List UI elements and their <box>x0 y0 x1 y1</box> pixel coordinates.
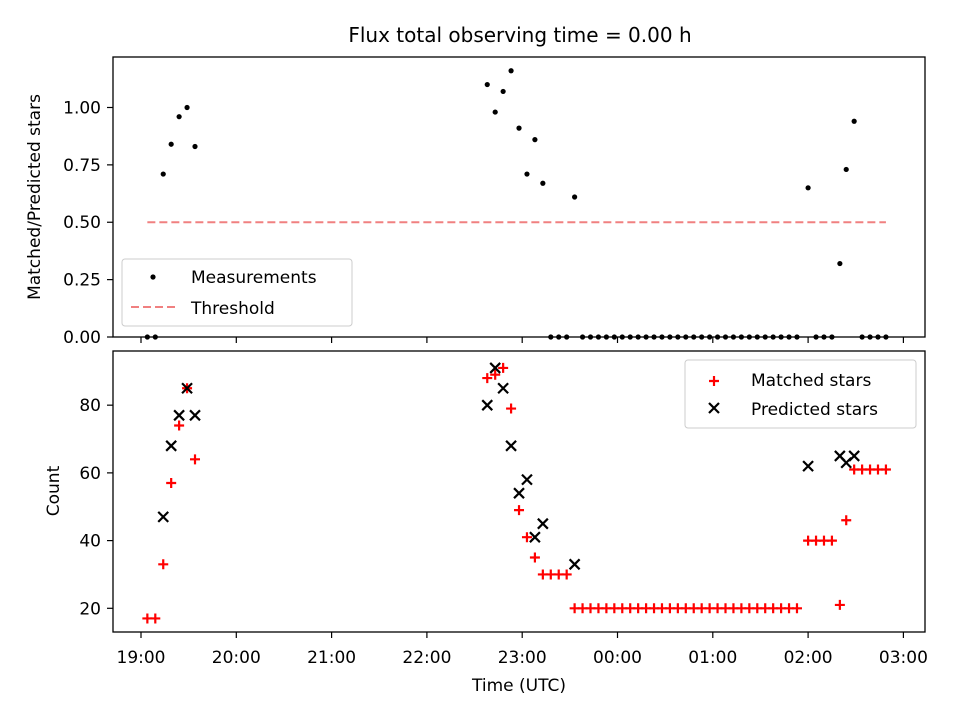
measurement-point <box>851 118 857 124</box>
top-y-tick-label: 0.75 <box>63 156 101 176</box>
predicted-star-point <box>481 399 494 411</box>
top-plot-marks <box>144 68 889 340</box>
predicted-star-point <box>529 531 541 543</box>
predicted-star-point <box>173 409 185 422</box>
measurement-point <box>492 109 498 115</box>
measurement-point <box>192 143 198 150</box>
predicted-star-point <box>497 382 509 395</box>
measurement-point <box>500 88 506 95</box>
matched-star-point <box>174 420 185 431</box>
predicted-star-point <box>181 382 193 395</box>
matched-star-point <box>482 373 493 384</box>
legend-marker-predicted <box>708 402 720 414</box>
matched-star-point <box>521 532 532 543</box>
measurement-point <box>168 141 174 147</box>
bottom-y-ticks: 20 40 60 80 <box>79 396 113 619</box>
bottom-y-tick-label: 60 <box>79 464 101 484</box>
predicted-star-point <box>189 409 201 422</box>
measurement-point <box>805 185 811 191</box>
matched-star-point <box>880 464 891 475</box>
bottom-legend: Matched stars Predicted stars <box>684 359 917 429</box>
predicted-star-point <box>568 558 581 571</box>
bottom-panel: Count Time (UTC) 20 40 60 80 19:00 20:00 21:0… <box>44 350 928 696</box>
matched-star-point <box>490 369 501 380</box>
predicted-star-point <box>802 460 814 472</box>
x-axis-label: Time (UTC) <box>471 676 566 696</box>
top-y-tick-label: 1.00 <box>63 98 101 118</box>
top-plot-frame <box>112 56 926 338</box>
measurement-point <box>160 171 166 177</box>
matched-star-point <box>514 505 525 516</box>
bottom-y-tick-label: 20 <box>79 599 101 619</box>
top-y-tick-label: 0.50 <box>63 213 101 233</box>
matched-star-point <box>150 613 161 624</box>
chart-title: Flux total observing time = 0.00 h <box>348 23 691 47</box>
matched-star-point <box>166 478 177 489</box>
measurement-point <box>516 125 522 131</box>
matched-star-point <box>498 362 509 373</box>
x-tick-label: 02:00 <box>784 648 833 668</box>
matched-star-point <box>190 454 201 465</box>
legend-marker-matched <box>709 376 719 386</box>
matched-star-point <box>841 515 852 526</box>
matched-star-point <box>791 603 802 614</box>
matched-star-point <box>561 569 572 580</box>
matched-star-point <box>506 403 517 414</box>
x-tick-label: 00:00 <box>593 648 642 668</box>
measurement-point <box>184 104 190 111</box>
top-legend: Measurements Threshold <box>121 258 353 327</box>
bottom-y-tick-label: 80 <box>79 396 101 416</box>
bottom-x-ticks: 19:00 20:00 21:00 22:00 23:00 00:00 01:00 02:00… <box>117 632 928 668</box>
matched-star-point <box>826 535 837 546</box>
top-legend-box <box>121 258 353 327</box>
predicted-star-point <box>537 517 549 530</box>
matched-star-point <box>529 552 540 563</box>
predicted-star-point <box>521 473 533 486</box>
predicted-star-point <box>848 450 860 462</box>
legend-label-measurements: Measurements <box>191 268 317 288</box>
measurement-point <box>837 260 843 267</box>
bottom-y-tick-label: 40 <box>79 532 101 552</box>
x-tick-label: 22:00 <box>402 648 451 668</box>
top-panel: Flux total observing time = 0.00 h Match… <box>25 23 926 348</box>
x-tick-label: 19:00 <box>117 648 166 668</box>
legend-label-predicted: Predicted stars <box>751 400 878 420</box>
top-x-ticks <box>140 337 905 343</box>
measurement-point <box>176 114 182 120</box>
predicted-star-point <box>505 440 517 452</box>
matched-star-point <box>834 599 845 610</box>
top-y-tick-label: 0.25 <box>63 271 101 291</box>
bottom-legend-box <box>684 359 917 429</box>
measurement-point <box>572 194 578 200</box>
x-tick-label: 03:00 <box>879 648 928 668</box>
measurement-point <box>540 180 546 186</box>
measurement-point <box>524 171 530 177</box>
x-tick-label: 23:00 <box>498 648 547 668</box>
legend-label-matched: Matched stars <box>751 371 871 391</box>
measurement-point <box>484 81 490 88</box>
bottom-y-axis-label: Count <box>44 465 64 516</box>
predicted-star-point <box>513 487 525 499</box>
top-y-axis-label: Matched/Predicted stars <box>25 94 45 300</box>
matched-star-point <box>158 559 169 570</box>
top-y-ticks: 0.00 0.25 0.50 0.75 1.00 <box>63 98 113 348</box>
x-tick-label: 21:00 <box>307 648 356 668</box>
legend-marker-measurements <box>150 274 156 280</box>
legend-label-threshold: Threshold <box>190 299 275 319</box>
x-tick-label: 01:00 <box>688 648 737 668</box>
measurement-point <box>508 68 514 74</box>
bottom-plot-marks <box>142 362 891 624</box>
x-tick-label: 20:00 <box>212 648 261 668</box>
top-y-tick-label: 0.00 <box>63 328 101 348</box>
bottom-plot-frame <box>112 350 926 633</box>
predicted-star-point <box>165 440 177 452</box>
measurement-point <box>532 137 538 143</box>
measurement-point <box>843 166 849 173</box>
predicted-star-point <box>489 362 501 374</box>
predicted-star-point <box>157 511 170 523</box>
